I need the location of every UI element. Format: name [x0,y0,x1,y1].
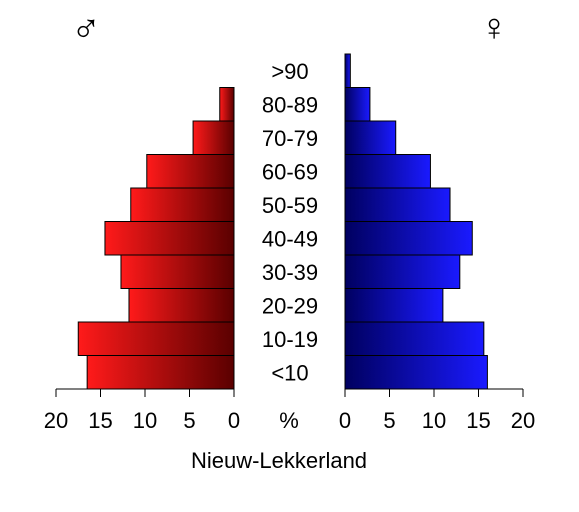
male-bar [120,254,235,289]
age-group-label: 70-79 [262,126,318,151]
male-bar [130,187,235,222]
female-axis-tick-label: 15 [466,408,490,433]
male-bar [146,154,235,189]
male-bar [77,321,235,356]
age-group-label: 60-69 [262,159,318,184]
female-symbol-icon: ♀ [480,7,509,49]
male-bars [77,87,235,390]
female-bar [344,321,485,356]
female-axis: 20 15 10 5 0 [339,388,535,433]
female-axis-tick-label: 20 [511,408,535,433]
female-axis-tick-label: 0 [339,408,351,433]
female-bar [344,288,444,323]
female-axis-tick-label: 10 [422,408,446,433]
male-axis-tick-label: 0 [228,408,240,433]
female-bar [344,154,431,189]
age-group-label: >90 [271,59,308,84]
age-group-label: 20-29 [262,293,318,318]
male-axis-tick-label: 20 [44,408,68,433]
male-bar [219,87,235,122]
female-bar [344,355,488,390]
age-group-label: 80-89 [262,92,318,117]
male-bar [192,120,235,155]
age-group-labels: <10 10-19 20-29 30-39 40-49 50-59 60-69 70-79 80… [262,59,318,386]
female-bar [344,120,397,155]
male-bar [128,288,235,323]
male-axis-tick-label: 15 [88,408,112,433]
female-bars [344,53,488,390]
female-bar [344,187,451,222]
female-bar [344,53,351,88]
age-group-label: 40-49 [262,226,318,251]
male-symbol-icon: ♂ [71,7,101,51]
male-bar [86,355,235,390]
age-group-label: 30-39 [262,260,318,285]
female-bar [344,87,371,122]
male-axis: 20 15 10 5 0 [44,388,240,433]
male-bar [104,221,235,256]
male-axis-tick-label: 5 [183,408,195,433]
female-bar [344,221,473,256]
percent-unit-label: % [279,408,299,433]
age-group-label: <10 [271,360,308,385]
male-axis-tick-label: 10 [133,408,157,433]
female-bar [344,254,461,289]
age-group-label: 10-19 [262,327,318,352]
female-axis-tick-label: 5 [383,408,395,433]
age-group-label: 50-59 [262,193,318,218]
chart-title: Nieuw-Lekkerland [191,448,367,473]
